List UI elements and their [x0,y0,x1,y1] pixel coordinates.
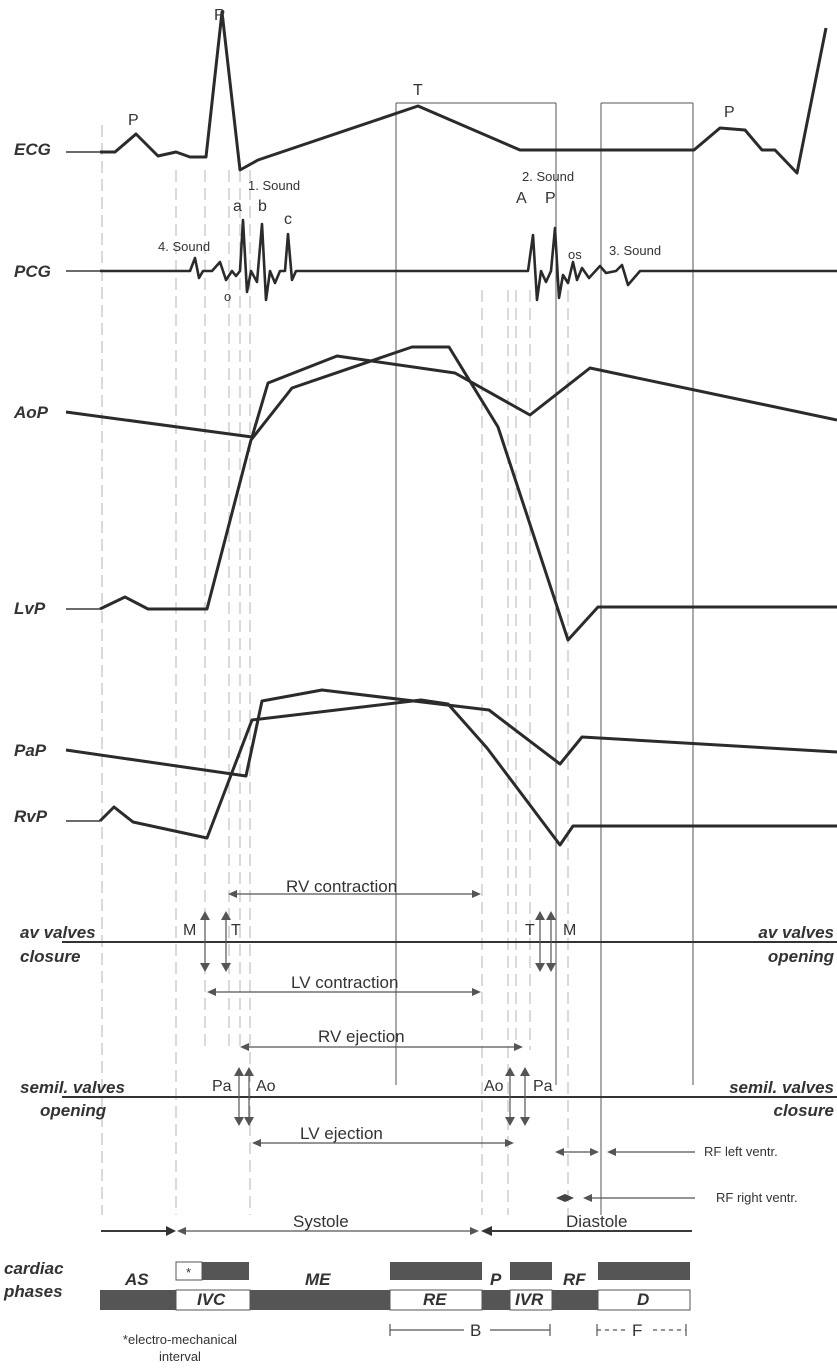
av-opening-t-label: T [525,922,535,939]
ecg-label: ECG [14,140,51,159]
interval-arrows: RV contraction LV contraction RV ejectio… [207,877,523,1147]
av-opening-subtitle: opening [768,947,835,966]
phase-p-label: P [490,1270,502,1289]
systole-diastole: Systole Diastole [101,1212,692,1236]
pap-trace [65,688,837,778]
cardiac-phases-subtitle: phases [3,1282,63,1301]
phase-ivc-bar [202,1262,249,1280]
ecg-t-wave-label: T [413,82,423,99]
pcg-P-label: P [545,190,556,207]
pcg-A-label: A [516,190,527,207]
rvp-trace [66,698,837,847]
pcg-sound1-label: 1. Sound [248,178,300,193]
phase-re-label: RE [423,1290,447,1309]
rf-right-ventr-label: RF right ventr. [716,1190,798,1205]
phase-rf-label: RF [563,1270,586,1289]
pcg-trace: 4. Sound 1. Sound 2. Sound 3. Sound a b … [66,169,837,304]
lv-ejection-label: LV ejection [300,1124,383,1143]
phase-me-bar [250,1290,390,1310]
rapid-filling-markers: RF left ventr. RF right ventr. [555,1144,798,1205]
av-closure-t-label: T [231,922,241,939]
pcg-sound2-label: 2. Sound [522,169,574,184]
phase-em-star: * [186,1265,191,1280]
phase-rf-bar [552,1290,598,1310]
phase-d-box [597,1289,691,1311]
phase-re-bar [390,1262,482,1280]
aop-label: AoP [13,403,49,422]
phase-ivr-bar [510,1262,552,1280]
semil-closure-subtitle: closure [774,1101,834,1120]
av-closure-title: av valves [20,923,96,942]
av-closure-m-label: M [183,922,196,939]
phase-p-bar [482,1290,510,1310]
pcg-a-label: a [233,198,242,215]
semil-opening-pa-label: Pa [212,1078,232,1095]
ecg-r-wave-label: R [214,7,226,24]
phase-as-label: AS [124,1270,149,1289]
systole-label: Systole [293,1212,349,1231]
lv-contraction-label: LV contraction [291,973,398,992]
bracket-f-label: F [632,1321,642,1340]
rvp-label: RvP [14,807,48,826]
pcg-sound4-label: 4. Sound [158,239,210,254]
diastole-label: Diastole [566,1212,627,1231]
av-opening-title: av valves [758,923,834,942]
semil-closure-ao-label: Ao [484,1078,504,1095]
phase-d-label: D [637,1290,649,1309]
ecg-trace: P R T P [66,7,828,175]
pap-label: PaP [14,741,47,760]
lvp-label: LvP [14,599,46,618]
rv-contraction-label: RV contraction [286,877,397,896]
aop-trace [65,354,837,439]
footnote-line1: *electro-mechanical [123,1332,237,1347]
pcg-c-label: c [284,211,292,228]
pcg-label: PCG [14,262,51,281]
phase-me-label: ME [305,1270,331,1289]
bracket-b-label: B [470,1321,481,1340]
ecg-p2-wave-label: P [724,104,735,121]
cardiac-phases-band: cardiac phases AS * IVC ME RE P IVR RF D… [3,1259,691,1364]
phase-as-bar [100,1290,176,1310]
footnote-line2: interval [159,1349,201,1364]
semil-opening-title: semil. valves [20,1078,125,1097]
lvp-trace [66,345,837,642]
rv-ejection-label: RV ejection [318,1027,405,1046]
pcg-o-label: o [224,289,231,304]
ecg-p-wave-label: P [128,112,139,129]
valve-events: M T T M Pa Ao Ao Pa av valves closure av… [20,911,837,1126]
semil-opening-subtitle: opening [40,1101,107,1120]
phase-ivr-label: IVR [515,1290,544,1309]
av-opening-m-label: M [563,922,576,939]
pcg-b-label: b [258,198,267,215]
pcg-sound3-label: 3. Sound [609,243,661,258]
semil-opening-ao-label: Ao [256,1078,276,1095]
pcg-os-label: os [568,247,582,262]
trace-labels: ECG PCG AoP LvP PaP RvP [13,140,51,826]
semil-closure-title: semil. valves [729,1078,834,1097]
semil-closure-pa-label: Pa [533,1078,553,1095]
phase-d-bar [598,1262,690,1280]
rf-left-ventr-label: RF left ventr. [704,1144,778,1159]
phase-ivc-label: IVC [197,1290,226,1309]
av-closure-subtitle: closure [20,947,80,966]
cardiac-phases-title: cardiac [4,1259,64,1278]
